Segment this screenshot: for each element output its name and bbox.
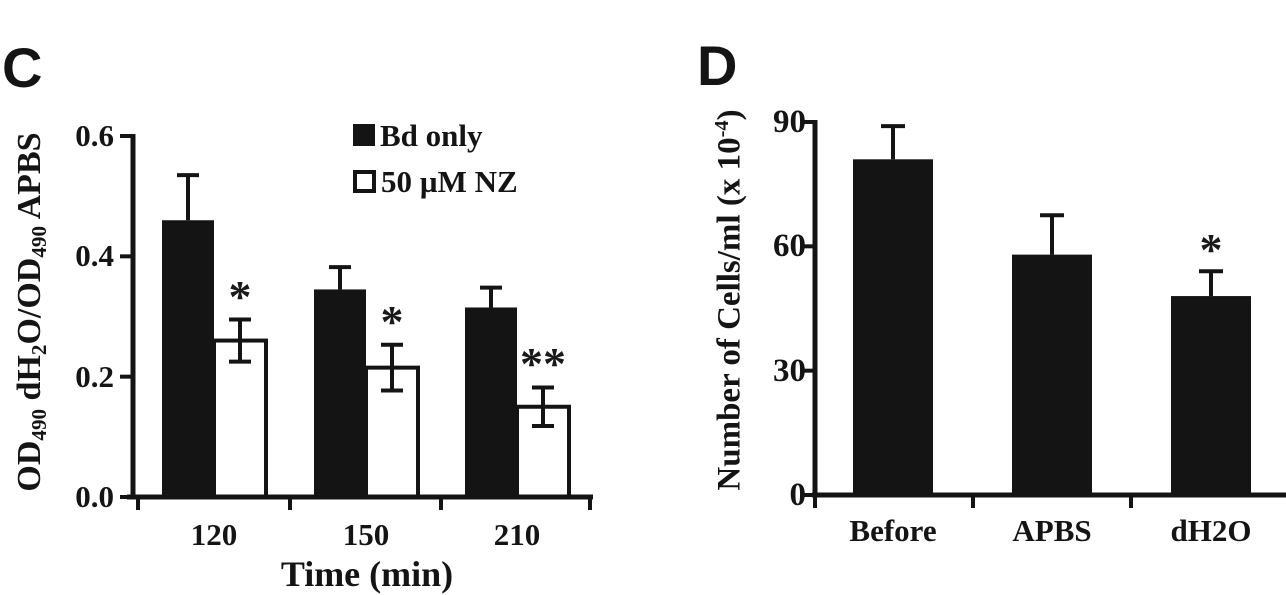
y-tick-label-d-30: 30	[773, 352, 806, 389]
bar-d-apbs-series	[1012, 254, 1092, 495]
legend-entry-bd-only: Bd only	[353, 118, 518, 152]
y-tick-label-d-60: 60	[773, 228, 806, 265]
panel-c-label: C	[2, 36, 43, 99]
significance-marker-c-120: *	[228, 270, 252, 322]
y-axis-title-segment: 490	[26, 408, 51, 441]
legend-swatch-open-square-icon	[353, 169, 376, 193]
y-tick-label-d-0: 0	[789, 477, 807, 513]
significance-marker-d-dh2o: *	[1199, 224, 1223, 276]
bar-c-120-bd-only	[162, 220, 214, 497]
y-tick-label-d-90: 90	[773, 104, 806, 140]
y-tick-label-c-0-2: 0.2	[75, 358, 114, 394]
x-axis-title-c: Time (min)	[280, 554, 454, 594]
bar-c-210-bd-only	[465, 307, 517, 497]
x-category-label-d-dh2o: dH2O	[1170, 513, 1252, 548]
legend-entry-nz: 50 µM NZ	[353, 164, 518, 198]
y-tick-label-c-0-4: 0.4	[75, 238, 114, 274]
y-axis-title-segment: 2	[26, 344, 51, 356]
panel-d-label: D	[697, 34, 738, 97]
y-tick-label-c-0-6: 0.6	[75, 118, 114, 153]
x-category-label-c-150: 150	[342, 517, 390, 552]
significance-marker-c-210: **	[520, 338, 566, 390]
significance-marker-c-150: *	[380, 295, 404, 347]
x-category-label-d-apbs: APBS	[1012, 513, 1092, 548]
legend-swatch-filled-square-icon	[353, 124, 375, 146]
bar-d-dh2o-series	[1171, 296, 1251, 495]
legend: Bd only 50 µM NZ	[353, 118, 518, 210]
legend-label-bd-only: Bd only	[380, 117, 483, 153]
x-category-label-c-210: 210	[493, 517, 541, 552]
bar-c-150-bd-only	[314, 289, 366, 497]
legend-label-nz: 50 µM NZ	[381, 163, 518, 199]
x-category-label-c-120: 120	[190, 517, 238, 552]
y-tick-label-c-0-0: 0.0	[75, 479, 114, 514]
bar-c-120-50-m-nz	[212, 338, 268, 500]
y-axis-title-segment: Number of Cells/ml (x 10	[711, 137, 748, 491]
x-category-label-d-before: Before	[849, 513, 937, 548]
bar-d-before-series	[853, 159, 933, 496]
